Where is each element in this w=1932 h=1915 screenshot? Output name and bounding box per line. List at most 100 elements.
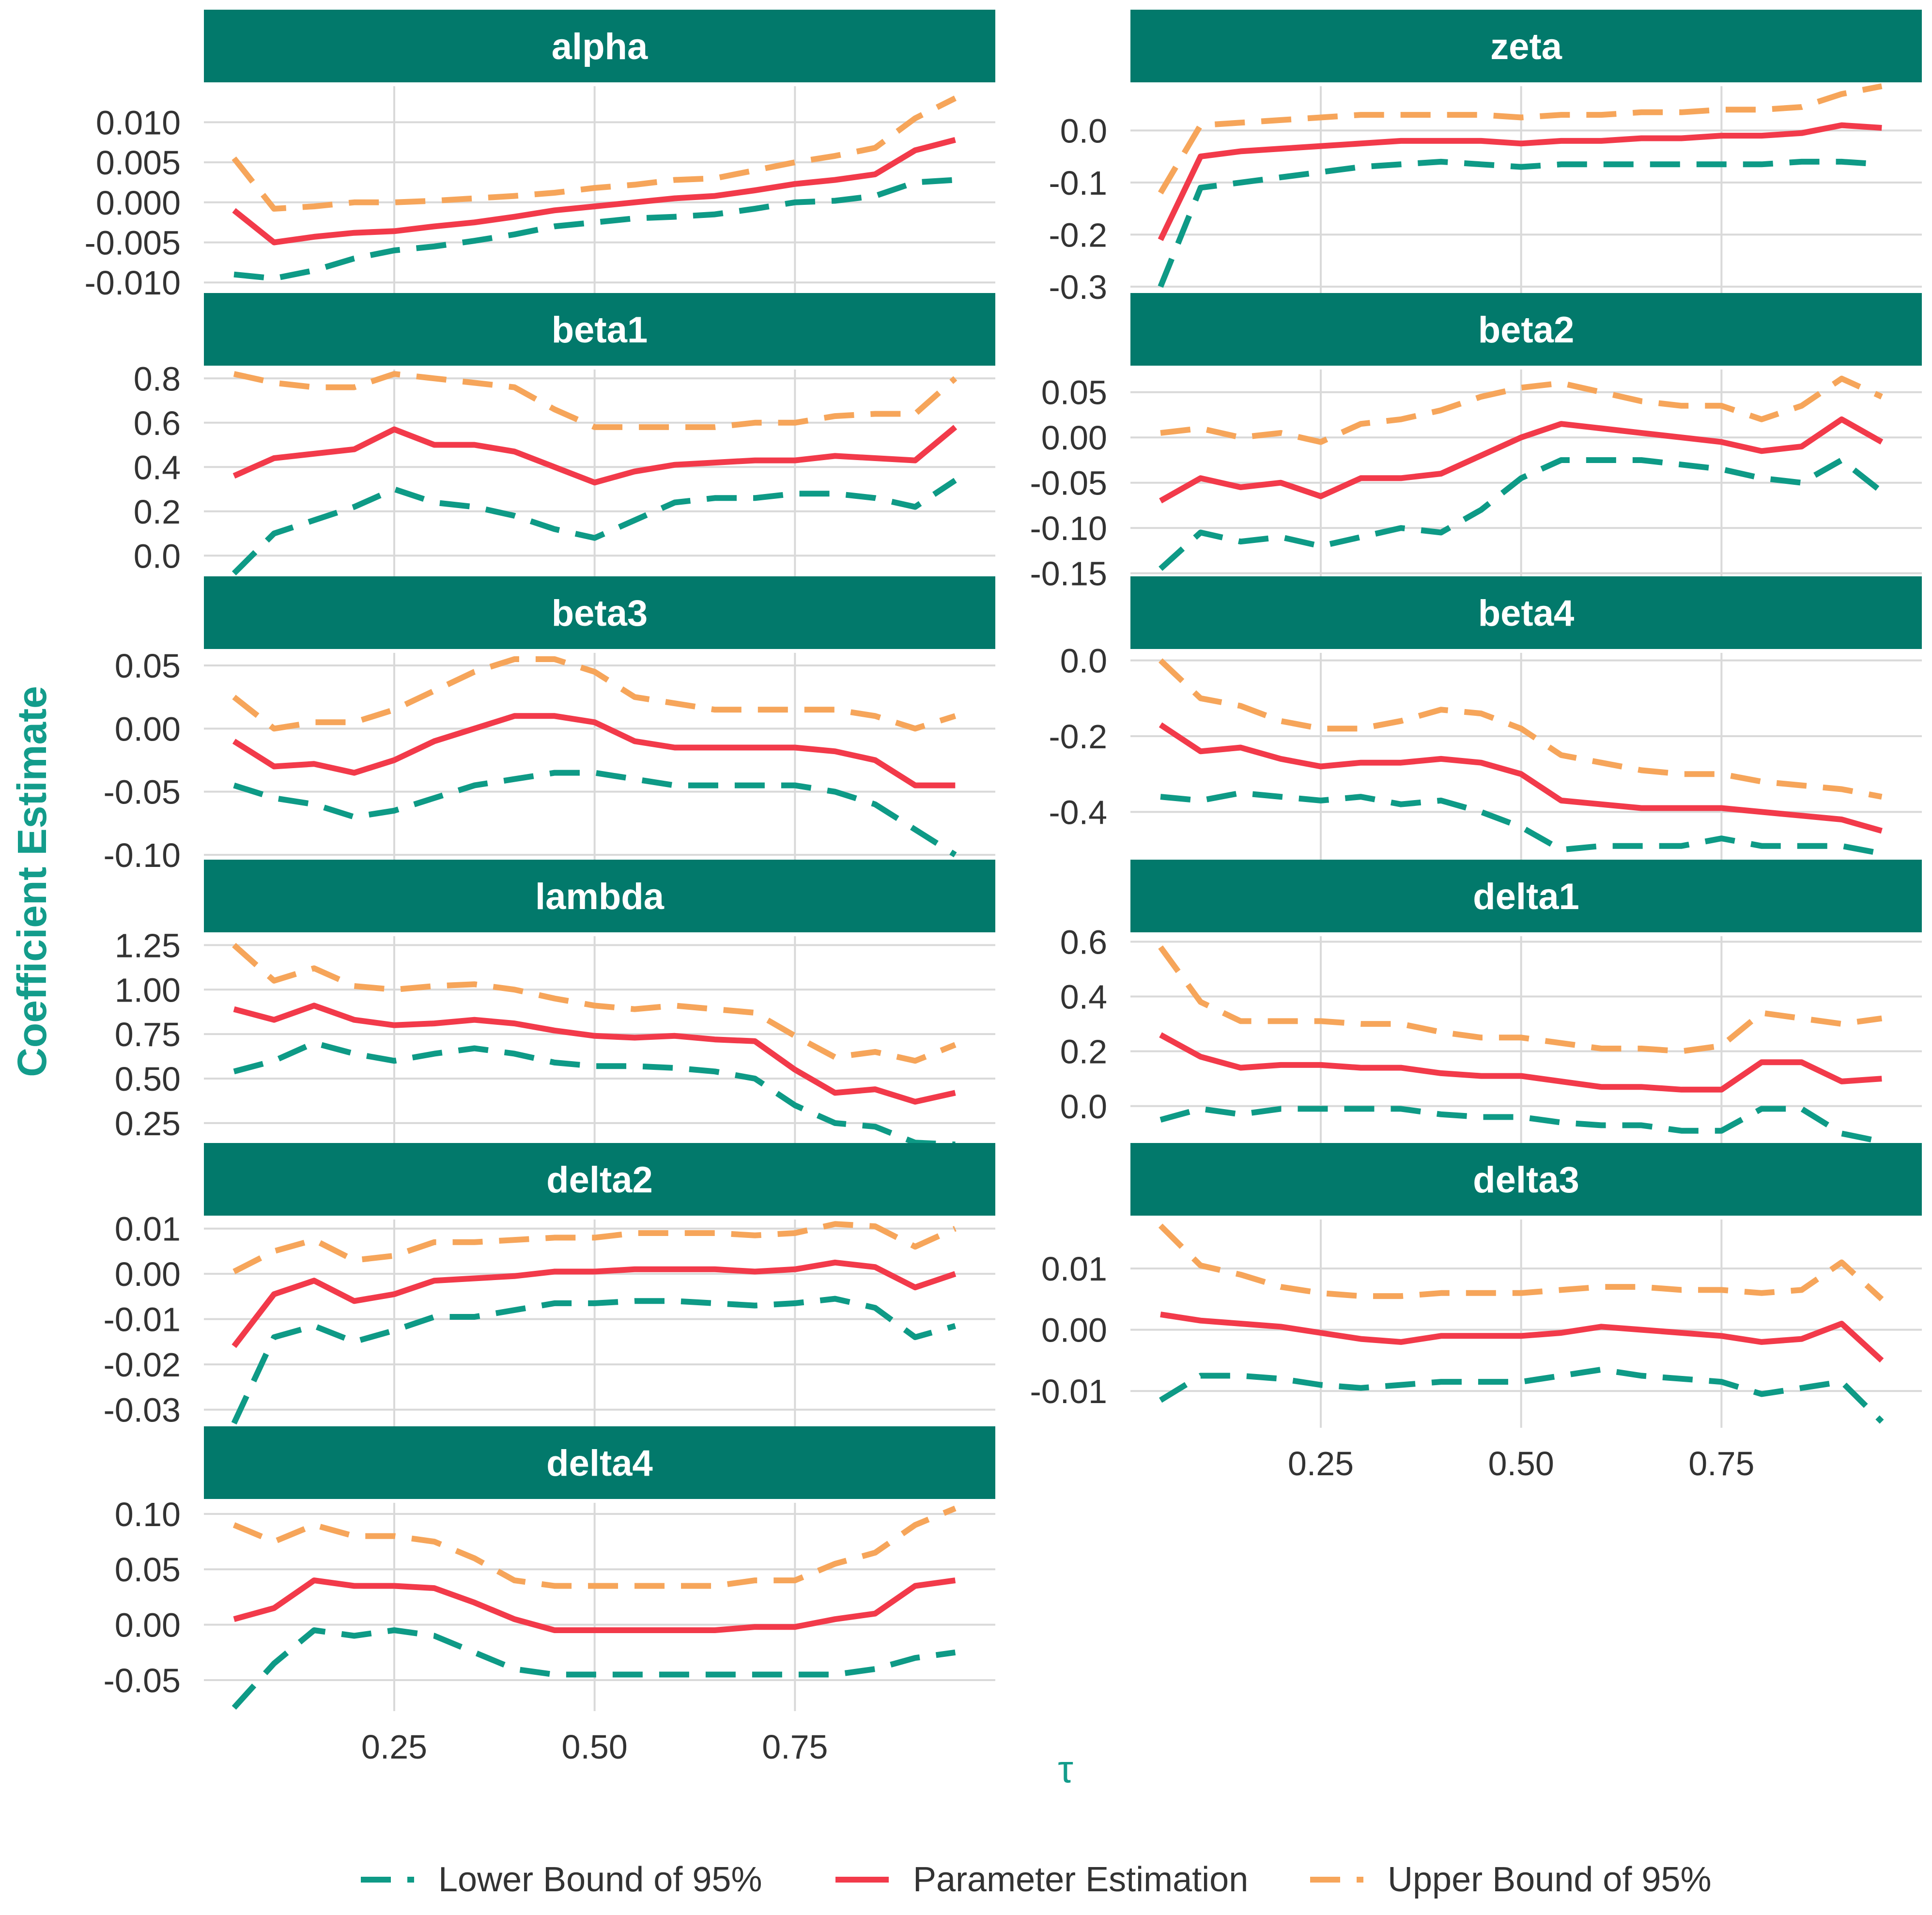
series-line-estimate xyxy=(1159,722,1883,834)
y-tick-label: 0.4 xyxy=(1060,978,1107,1016)
y-tick-label: 0.0 xyxy=(1060,642,1107,680)
y-tick-label: 0.75 xyxy=(115,1016,181,1053)
y-tick-label: 0.10 xyxy=(115,1496,181,1533)
y-tick-label: 0.01 xyxy=(1041,1250,1107,1288)
y-tick-label: 1.00 xyxy=(115,971,181,1009)
panel-strip xyxy=(1130,860,1922,932)
x-tick-label: 0.25 xyxy=(361,1728,427,1766)
y-tick-label: 0.0 xyxy=(134,537,181,575)
series-line-upper-bound xyxy=(1158,1223,1884,1301)
y-tick-label: 0.6 xyxy=(1060,923,1107,961)
legend-label: Upper Bound of 95% xyxy=(1388,1860,1711,1899)
legend-label: Parameter Estimation xyxy=(913,1860,1248,1899)
panel-title: lambda xyxy=(535,876,665,917)
panel-title: beta3 xyxy=(552,593,648,634)
series-line-estimate xyxy=(233,1577,956,1633)
series-line-lower-bound xyxy=(1159,1106,1883,1145)
panel-delta1: delta1 0.6 0.4 0.2 0.0 xyxy=(1060,860,1922,1145)
y-tick-label: 0.50 xyxy=(115,1060,181,1098)
series-line-estimate xyxy=(1160,1312,1884,1363)
panel-beta3: beta3 0.05 0.00 -0.05 -0.10 xyxy=(103,576,995,874)
series-line-estimate xyxy=(1159,1032,1882,1093)
y-tick-label: -0.03 xyxy=(103,1391,181,1429)
y-axis-title: Coefficient Estimate xyxy=(9,686,55,1077)
y-tick-label: -0.1 xyxy=(1049,164,1107,202)
series-line-upper-bound xyxy=(232,656,957,732)
y-tick-label: 0.0 xyxy=(1060,1088,1107,1126)
y-tick-label: 0.8 xyxy=(134,360,181,398)
panel-strip xyxy=(1130,1143,1922,1216)
panel-strip xyxy=(204,10,995,82)
y-tick-label: -0.01 xyxy=(103,1301,181,1339)
panel-title: zeta xyxy=(1490,26,1562,67)
series-line-lower-bound xyxy=(232,1627,956,1710)
series-line-estimate xyxy=(233,1003,956,1105)
panel-strip xyxy=(204,293,995,366)
panel-strip xyxy=(1130,576,1922,649)
panel-strip xyxy=(204,860,995,932)
y-tick-label: -0.10 xyxy=(1030,510,1107,547)
legend: Lower Bound of 95% Parameter Estimation Up… xyxy=(361,1860,1711,1899)
y-tick-label: -0.15 xyxy=(1030,555,1107,593)
panel-zeta: zeta 0.0 -0.1 -0.2 -0.3 xyxy=(1049,10,1922,306)
x-axis-title: τ xyxy=(1058,1747,1073,1791)
x-tick-label: 0.50 xyxy=(1488,1445,1554,1483)
series-line-upper-bound xyxy=(232,1505,957,1589)
series-line-lower-bound xyxy=(1159,1366,1884,1424)
legend-label: Lower Bound of 95% xyxy=(438,1860,762,1899)
y-tick-label: -0.02 xyxy=(103,1346,181,1384)
y-tick-label: 0.000 xyxy=(96,184,181,222)
y-tick-label: -0.2 xyxy=(1049,718,1107,756)
y-tick-label: 0.05 xyxy=(115,1551,181,1589)
x-tick-label: 0.75 xyxy=(762,1728,828,1766)
series-line-estimate xyxy=(232,1259,957,1348)
panel-beta2: beta2 0.05 0.00 -0.05 -0.10 -0.15 xyxy=(1030,293,1922,593)
y-tick-label: 0.01 xyxy=(115,1210,181,1248)
y-tick-label: 0.0 xyxy=(1060,112,1107,150)
panel-strip xyxy=(1130,293,1922,366)
panel-title: delta3 xyxy=(1473,1159,1579,1201)
y-tick-label: -0.10 xyxy=(103,836,181,874)
y-tick-label: 1.25 xyxy=(115,927,181,964)
series-line-estimate xyxy=(1159,416,1884,504)
y-tick-label: 0.4 xyxy=(134,448,181,486)
panel-strip xyxy=(204,576,995,649)
y-tick-label: -0.05 xyxy=(103,1662,181,1699)
y-tick-label: 0.05 xyxy=(115,647,181,685)
y-tick-label: -0.2 xyxy=(1049,216,1107,254)
panel-title: alpha xyxy=(552,26,648,67)
panel-delta3: delta3 0.01 0.00 -0.01 0.25 0.50 0.75 xyxy=(1030,1143,1922,1483)
series-line-estimate xyxy=(232,425,958,486)
panel-lambda: lambda 1.25 1.00 0.75 0.50 0.25 xyxy=(115,860,995,1147)
series-line-upper-bound xyxy=(1158,945,1883,1054)
series-line-lower-bound xyxy=(233,1040,956,1147)
series-line-lower-bound xyxy=(233,770,957,858)
y-tick-label: -0.4 xyxy=(1049,793,1107,831)
y-tick-label: 0.00 xyxy=(1041,1312,1107,1349)
y-tick-label: 0.25 xyxy=(115,1105,181,1143)
panel-title: beta4 xyxy=(1478,593,1575,634)
panel-beta4: beta4 0.0 -0.2 -0.4 xyxy=(1049,576,1922,861)
y-tick-label: 0.00 xyxy=(1041,419,1107,457)
y-tick-label: -0.005 xyxy=(85,224,181,262)
panel-title: beta1 xyxy=(552,309,648,351)
y-tick-label: 0.00 xyxy=(115,710,181,748)
series-line-lower-bound xyxy=(232,478,957,576)
series-line-estimate xyxy=(1158,122,1882,241)
y-tick-label: -0.05 xyxy=(103,773,181,811)
series-line-upper-bound xyxy=(1158,83,1883,195)
y-tick-label: -0.010 xyxy=(85,264,181,302)
series-line-lower-bound xyxy=(231,1296,956,1425)
series-line-lower-bound xyxy=(1159,457,1884,571)
series-line-lower-bound xyxy=(1158,158,1882,288)
y-tick-label: 0.00 xyxy=(115,1606,181,1644)
y-tick-label: 0.005 xyxy=(96,144,181,182)
panel-title: delta4 xyxy=(546,1443,653,1484)
series-line-lower-bound xyxy=(233,177,956,281)
series-line-estimate xyxy=(232,137,956,246)
y-tick-label: 0.00 xyxy=(115,1255,181,1293)
panel-strip xyxy=(204,1143,995,1216)
